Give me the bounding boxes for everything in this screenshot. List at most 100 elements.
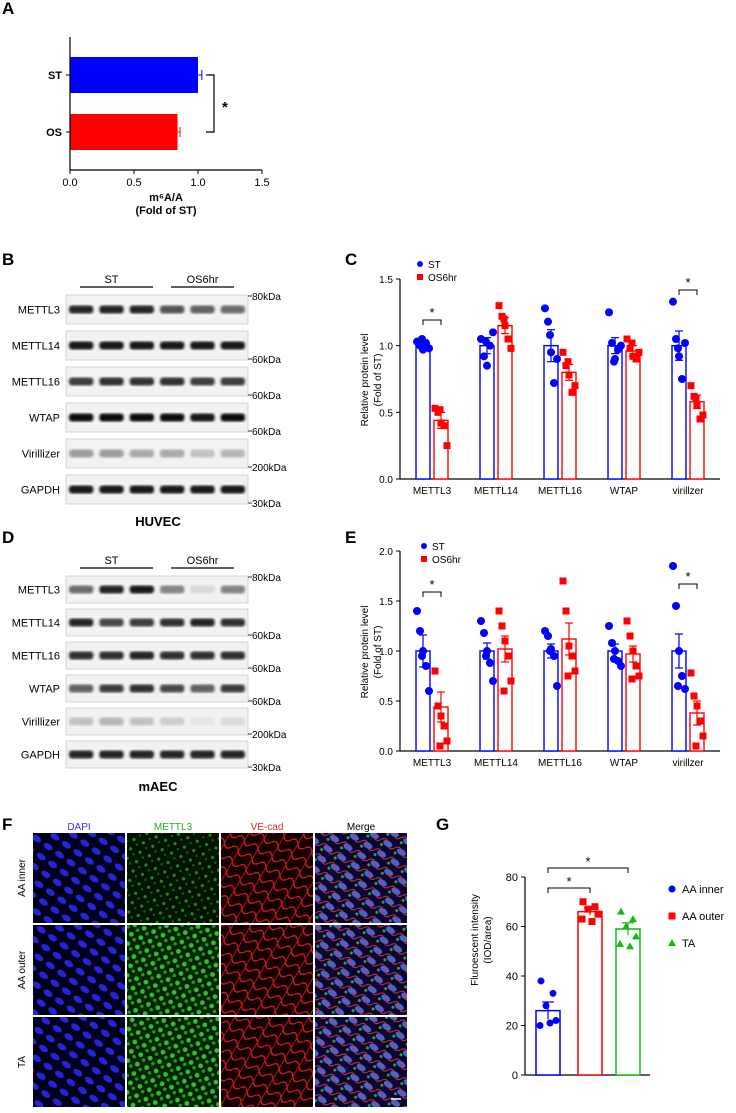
band-mettl16-2 — [129, 651, 154, 660]
panel-a-xlabel-2: (Fold of ST) — [135, 205, 196, 217]
y-tick-label-1: 20 — [506, 1021, 518, 1033]
x-tick-label-mettl14: METTL14 — [474, 486, 518, 497]
y-tick-label-2: 1.0 — [379, 647, 393, 658]
band-virillizer-1 — [99, 717, 124, 726]
bar-os6hr-wtap — [625, 350, 641, 480]
band-mettl14-0 — [69, 618, 94, 627]
band-wtap-5 — [220, 684, 245, 693]
group-label-os6hr: OS6hr — [187, 274, 219, 286]
point-st-virillzer-1 — [672, 335, 680, 343]
point-os6hr-mettl14-0 — [495, 607, 503, 615]
category-label-st: ST — [48, 70, 62, 82]
sig-bracket-inner-ta — [547, 867, 629, 873]
point-ta-3 — [632, 932, 640, 940]
y-tick-label-2: 40 — [506, 971, 518, 983]
band-mettl16-0 — [69, 651, 94, 660]
blot-strip-virillizer — [65, 707, 249, 736]
size-label-mettl3: 80kDa — [252, 292, 281, 303]
point-st-wtap-5 — [610, 357, 618, 366]
point-os6hr-mettl16-0 — [559, 348, 567, 356]
blot-strip-wtap — [65, 674, 249, 703]
panel-a-xlabel-1: m⁶A/A — [149, 192, 183, 204]
band-virillizer-2 — [129, 449, 154, 458]
point-os6hr-virillzer-4 — [699, 411, 707, 419]
point-st-mettl14-1 — [480, 352, 488, 361]
band-mettl3-5 — [220, 305, 245, 314]
band-mettl14-1 — [99, 618, 124, 627]
y-tick-label-1: 0.5 — [379, 408, 393, 419]
point-st-mettl16-3 — [550, 379, 558, 387]
point-st-mettl16-1 — [544, 317, 552, 326]
sig-bracket-virillzer — [678, 583, 698, 589]
row-label-wtap: WTAP — [29, 684, 60, 696]
sig-mark-inner-outer: * — [566, 874, 571, 889]
point-st-virillzer-2 — [675, 352, 683, 361]
sig-mark-mettl3: * — [429, 305, 434, 320]
point-st-mettl16-5 — [546, 647, 554, 655]
band-virillizer-0 — [69, 449, 94, 458]
point-st-wtap-0 — [605, 622, 613, 630]
point-st-mettl14-1 — [480, 629, 488, 637]
point-os6hr-virillzer-0 — [687, 669, 695, 677]
point-os6hr-mettl14-3 — [504, 652, 512, 660]
point-st-mettl3-1 — [416, 627, 424, 635]
band-mettl14-2 — [129, 341, 154, 350]
point-os6hr-mettl3-5 — [436, 742, 444, 750]
size-label-mettl14: 60kDa — [252, 355, 281, 366]
point-os6hr-wtap-0 — [623, 617, 631, 625]
band-wtap-4 — [190, 684, 215, 693]
band-mettl3-4 — [190, 585, 215, 594]
point-st-mettl16-2 — [547, 348, 555, 357]
group-label-st: ST — [104, 555, 118, 567]
point-os6hr-virillzer-5 — [692, 742, 700, 750]
band-gapdh-0 — [69, 750, 94, 759]
sig-bracket-mettl3 — [422, 319, 442, 325]
point-ta-4 — [616, 939, 624, 947]
band-wtap-4 — [190, 413, 215, 422]
point-os6hr-virillzer-0 — [687, 382, 695, 390]
column-label-mettl3: METTL3 — [154, 822, 193, 833]
point-os6hr-wtap-1 — [626, 632, 634, 640]
point-aa-outer-5 — [588, 918, 596, 926]
x-tick-label-0: 0.0 — [62, 177, 77, 189]
band-virillizer-5 — [220, 449, 245, 458]
point-os6hr-virillzer-2 — [693, 702, 701, 710]
band-mettl3-5 — [220, 585, 245, 594]
point-st-wtap-1 — [608, 339, 616, 347]
band-mettl14-5 — [220, 341, 245, 350]
point-st-virillzer-3 — [678, 672, 686, 680]
legend-label-aa-outer: AA outer — [682, 911, 725, 923]
band-mettl14-3 — [160, 618, 185, 627]
point-os6hr-mettl3-2 — [437, 712, 445, 720]
blot-strip-mettl3 — [65, 575, 249, 604]
point-st-mettl16-5 — [546, 331, 554, 339]
point-st-wtap-5 — [610, 655, 618, 663]
point-os6hr-mettl14-1 — [498, 622, 506, 630]
band-mettl16-3 — [160, 651, 185, 660]
image-ta-ve-cad — [221, 1017, 313, 1107]
image-aa-outer-ve-cad — [221, 925, 313, 1015]
point-aa-outer-4 — [578, 915, 586, 923]
point-os6hr-mettl16-3 — [568, 388, 576, 396]
point-st-mettl16-1 — [544, 632, 552, 640]
point-st-wtap-1 — [608, 639, 616, 647]
blot-strip-mettl3 — [65, 294, 249, 325]
band-mettl3-2 — [129, 305, 154, 314]
point-os6hr-mettl3-3 — [440, 722, 448, 730]
bar-st — [70, 57, 198, 93]
panel-e-chart: 0.0 0.5 1.0 1.5 2.0 METTL3 METTL14 METTL16 WTAP v… — [379, 542, 720, 769]
x-tick-label-mettl14: METTL14 — [474, 758, 518, 769]
blot-strip-gapdh — [65, 740, 249, 769]
band-mettl16-2 — [129, 377, 154, 386]
point-aa-inner-5 — [546, 1019, 554, 1027]
bar-st-virillzer — [671, 344, 687, 480]
band-gapdh-2 — [129, 485, 154, 494]
panel-a-chart: ST OS 0.0 0.5 1.0 1.5 — [46, 37, 270, 189]
point-st-mettl14-3 — [486, 659, 494, 667]
band-wtap-2 — [129, 413, 154, 422]
legend-label-aa-inner: AA inner — [682, 884, 724, 896]
point-os6hr-wtap-5 — [628, 675, 636, 683]
size-label-mettl16: 60kDa — [252, 391, 281, 402]
x-tick-label-3: 1.5 — [254, 177, 269, 189]
x-tick-label-1: 0.5 — [126, 177, 141, 189]
